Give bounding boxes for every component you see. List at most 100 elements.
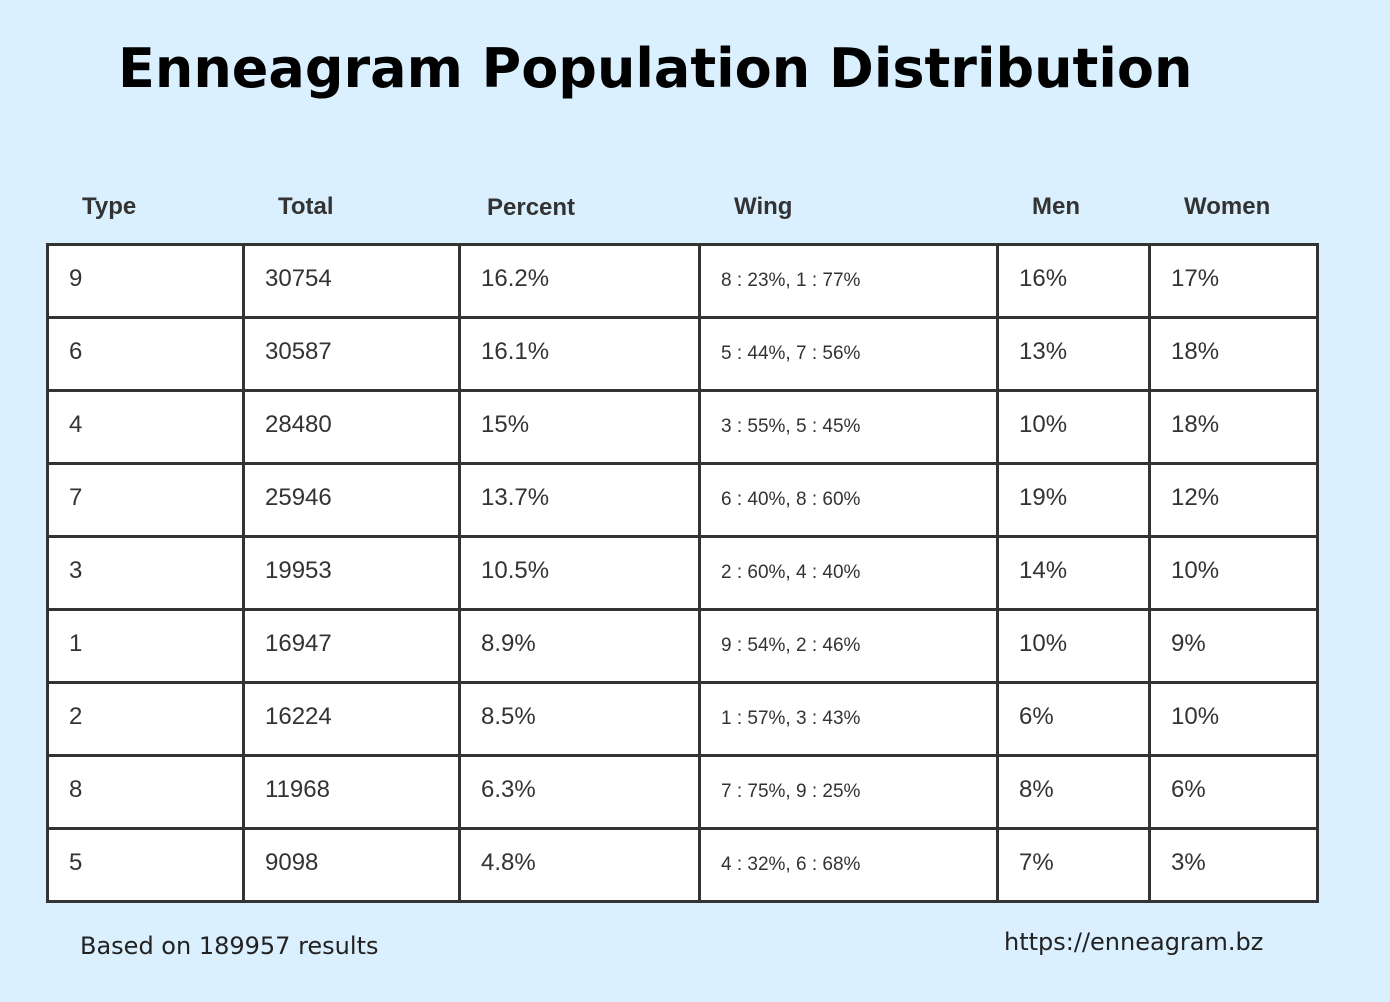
cell-wing: 2 : 60%, 4 : 40% xyxy=(698,535,999,611)
cell-value: 13.7% xyxy=(481,484,550,511)
cell-value: 30587 xyxy=(265,338,332,365)
cell-value: 7 xyxy=(69,484,83,511)
distribution-table: 9 30754 16.2% 8 : 23%, 1 : 77% 16% 17% 6 30587 1… xyxy=(46,243,1319,903)
cell-value: 19953 xyxy=(265,557,332,584)
cell-percent: 13.7% xyxy=(458,462,701,538)
table-row: 9 30754 16.2% 8 : 23%, 1 : 77% 16% 17% xyxy=(46,243,1319,319)
page-title: Enneagram Population Distribution xyxy=(118,37,1193,100)
table-row: 4 28480 15% 3 : 55%, 5 : 45% 10% 18% xyxy=(46,389,1319,465)
cell-total: 9098 xyxy=(242,827,461,903)
cell-women: 12% xyxy=(1148,462,1319,538)
cell-value: 7 : 75%, 9 : 25% xyxy=(721,781,861,802)
cell-men: 16% xyxy=(996,243,1151,319)
cell-percent: 8.5% xyxy=(458,681,701,757)
cell-value: 9 xyxy=(69,265,83,292)
cell-value: 7% xyxy=(1019,849,1054,876)
header-wing: Wing xyxy=(734,193,793,220)
cell-wing: 8 : 23%, 1 : 77% xyxy=(698,243,999,319)
cell-percent: 4.8% xyxy=(458,827,701,903)
cell-percent: 16.1% xyxy=(458,316,701,392)
cell-value: 12% xyxy=(1171,484,1220,511)
cell-wing: 9 : 54%, 2 : 46% xyxy=(698,608,999,684)
cell-value: 8% xyxy=(1019,776,1054,803)
cell-value: 16947 xyxy=(265,630,332,657)
cell-value: 10% xyxy=(1171,557,1220,584)
cell-value: 2 xyxy=(69,703,83,730)
header-total: Total xyxy=(278,193,334,220)
cell-men: 7% xyxy=(996,827,1151,903)
header-type: Type xyxy=(82,193,137,220)
cell-value: 18% xyxy=(1171,338,1220,365)
cell-value: 30754 xyxy=(265,265,332,292)
table-row: 6 30587 16.1% 5 : 44%, 7 : 56% 13% 18% xyxy=(46,316,1319,392)
cell-value: 4 xyxy=(69,411,83,438)
cell-value: 6 : 40%, 8 : 60% xyxy=(721,489,861,510)
cell-value: 9% xyxy=(1171,630,1206,657)
cell-value: 6.3% xyxy=(481,776,536,803)
cell-type: 5 xyxy=(46,827,245,903)
cell-wing: 3 : 55%, 5 : 45% xyxy=(698,389,999,465)
cell-type: 8 xyxy=(46,754,245,830)
cell-value: 4 : 32%, 6 : 68% xyxy=(721,854,861,875)
cell-percent: 15% xyxy=(458,389,701,465)
cell-type: 9 xyxy=(46,243,245,319)
cell-men: 6% xyxy=(996,681,1151,757)
cell-type: 1 xyxy=(46,608,245,684)
cell-value: 6 xyxy=(69,338,83,365)
cell-value: 10% xyxy=(1019,630,1068,657)
table-row: 8 11968 6.3% 7 : 75%, 9 : 25% 8% 6% xyxy=(46,754,1319,830)
cell-total: 28480 xyxy=(242,389,461,465)
cell-total: 19953 xyxy=(242,535,461,611)
cell-wing: 5 : 44%, 7 : 56% xyxy=(698,316,999,392)
cell-men: 19% xyxy=(996,462,1151,538)
cell-women: 17% xyxy=(1148,243,1319,319)
results-note: Based on 189957 results xyxy=(80,932,379,960)
cell-type: 2 xyxy=(46,681,245,757)
cell-value: 14% xyxy=(1019,557,1068,584)
header-men: Men xyxy=(1032,193,1080,220)
cell-men: 8% xyxy=(996,754,1151,830)
cell-value: 6% xyxy=(1019,703,1054,730)
cell-value: 13% xyxy=(1019,338,1068,365)
table-row: 1 16947 8.9% 9 : 54%, 2 : 46% 10% 9% xyxy=(46,608,1319,684)
cell-value: 5 : 44%, 7 : 56% xyxy=(721,343,861,364)
cell-value: 17% xyxy=(1171,265,1220,292)
table-row: 2 16224 8.5% 1 : 57%, 3 : 43% 6% 10% xyxy=(46,681,1319,757)
cell-value: 3 xyxy=(69,557,83,584)
cell-men: 13% xyxy=(996,316,1151,392)
header-women: Women xyxy=(1184,193,1271,220)
cell-value: 19% xyxy=(1019,484,1068,511)
cell-value: 16% xyxy=(1019,265,1068,292)
cell-type: 6 xyxy=(46,316,245,392)
cell-value: 8 : 23%, 1 : 77% xyxy=(721,270,861,291)
cell-total: 16947 xyxy=(242,608,461,684)
cell-women: 18% xyxy=(1148,389,1319,465)
cell-total: 30587 xyxy=(242,316,461,392)
cell-wing: 7 : 75%, 9 : 25% xyxy=(698,754,999,830)
cell-value: 3 : 55%, 5 : 45% xyxy=(721,416,861,437)
cell-men: 10% xyxy=(996,389,1151,465)
cell-total: 25946 xyxy=(242,462,461,538)
cell-wing: 4 : 32%, 6 : 68% xyxy=(698,827,999,903)
cell-women: 10% xyxy=(1148,681,1319,757)
cell-value: 8.5% xyxy=(481,703,536,730)
cell-women: 18% xyxy=(1148,316,1319,392)
table-header: Type Total Percent Wing Men Women xyxy=(0,190,1390,224)
cell-percent: 16.2% xyxy=(458,243,701,319)
cell-value: 10% xyxy=(1171,703,1220,730)
cell-value: 18% xyxy=(1171,411,1220,438)
cell-value: 5 xyxy=(69,849,83,876)
cell-value: 6% xyxy=(1171,776,1206,803)
cell-value: 9098 xyxy=(265,849,319,876)
cell-wing: 1 : 57%, 3 : 43% xyxy=(698,681,999,757)
cell-value: 1 xyxy=(69,630,83,657)
cell-percent: 8.9% xyxy=(458,608,701,684)
cell-value: 10.5% xyxy=(481,557,550,584)
source-link[interactable]: https://enneagram.bz xyxy=(1004,928,1264,956)
table-body: 9 30754 16.2% 8 : 23%, 1 : 77% 16% 17% 6 30587 1… xyxy=(46,243,1319,903)
table-row: 3 19953 10.5% 2 : 60%, 4 : 40% 14% 10% xyxy=(46,535,1319,611)
cell-type: 7 xyxy=(46,462,245,538)
cell-value: 1 : 57%, 3 : 43% xyxy=(721,708,861,729)
cell-value: 28480 xyxy=(265,411,332,438)
cell-total: 11968 xyxy=(242,754,461,830)
